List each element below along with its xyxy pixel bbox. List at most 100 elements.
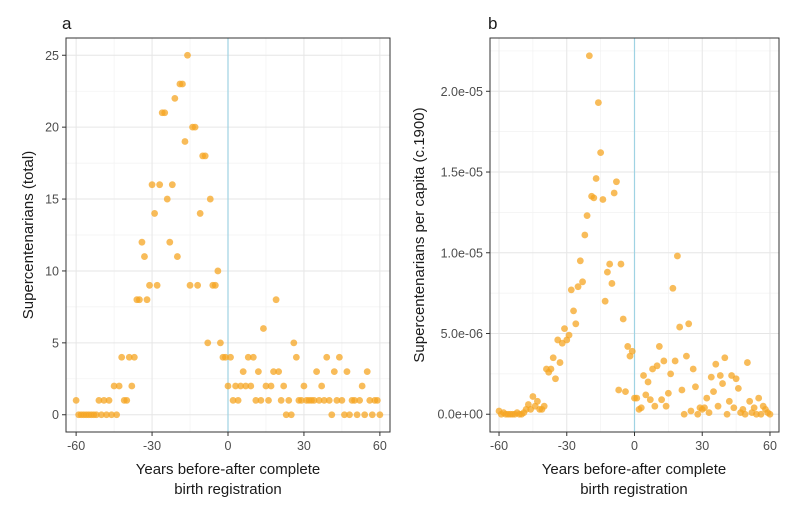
panel-b-x-tick-label: -30: [558, 439, 576, 453]
panel-a-data-point: [214, 267, 222, 275]
panel-a-data-point: [113, 411, 121, 419]
panel-a-data-point: [267, 382, 275, 390]
panel-b-data-point: [549, 354, 557, 362]
panel-a-data-point: [186, 281, 194, 289]
panel-a-data-point: [298, 396, 305, 404]
panel-b-data-point: [723, 410, 731, 418]
panel-a-y-tick-label: 15: [45, 193, 59, 207]
panel-a-y-tick-label: 10: [45, 264, 59, 278]
panel-b-data-point: [664, 389, 672, 397]
panel-b-data-point: [669, 284, 677, 292]
panel-a-data-point: [211, 281, 219, 289]
panel-a-data-point: [222, 353, 229, 361]
panel-b-data-point: [658, 396, 665, 404]
panel-b-data-point: [701, 404, 708, 412]
panel-b-data-point: [576, 257, 584, 265]
panel-b-data-point: [529, 393, 537, 400]
panel-b-data-point: [707, 373, 715, 381]
panel-b-data-point: [606, 260, 614, 268]
panel-b-data-point: [547, 365, 555, 373]
panel-a-data-point: [115, 382, 123, 390]
panel-b-data-point: [705, 409, 713, 417]
panel-a-data-point: [335, 353, 343, 361]
panel-b-data-point: [633, 394, 641, 402]
panel-b-data-point: [622, 388, 629, 396]
panel-a-data-point: [191, 123, 199, 131]
panel-b-label: b: [488, 14, 497, 33]
panel-a-data-point: [356, 396, 364, 404]
panel-a-data-point: [325, 396, 333, 404]
panel-a-data-point: [310, 396, 318, 404]
panel-a-data-point: [313, 368, 320, 376]
panel-b-data-point: [590, 194, 598, 202]
panel-a-data-point: [136, 296, 143, 304]
panel-b-data-point: [601, 297, 609, 305]
panel-a-data-point: [232, 382, 239, 390]
panel-a-data-point: [229, 396, 237, 404]
panel-b-data-point: [725, 397, 733, 405]
panel-a-data-point: [179, 80, 186, 88]
panel-b-data-point: [741, 410, 749, 418]
panel-a-x-tick-label: 60: [373, 439, 387, 453]
panel-b-data-point: [750, 404, 758, 412]
panel-b-x-tick-label: 60: [763, 439, 777, 453]
panel-b-y-tick-label: 1.5e-05: [441, 166, 483, 180]
panel-a-data-point: [338, 396, 346, 404]
panel-a-y-ticks: 0 5 10 15 20 25: [45, 49, 66, 422]
panel-b-data-point: [721, 354, 729, 362]
panel-b-data-point: [644, 378, 652, 386]
panel-a-data-point: [95, 396, 103, 404]
panel-b-data-point: [613, 178, 620, 186]
panel-a-data-point: [138, 238, 146, 246]
panel-a-data-point: [227, 353, 234, 361]
panel-a-y-tick-label: 5: [52, 336, 59, 350]
panel-b-data-point: [646, 396, 654, 404]
panel-b-data-point: [637, 404, 645, 412]
panel-a-data-point: [290, 339, 298, 347]
panel-a-data-point: [328, 411, 336, 419]
panel-a-data-point: [103, 411, 110, 419]
panel-b-data-point: [653, 362, 661, 370]
panel-a-data-point: [98, 411, 105, 419]
panel-a-data-point: [292, 353, 300, 361]
panel-b-points: [495, 52, 774, 418]
panel-b-data-point: [710, 388, 717, 396]
panel-a-data-point: [123, 396, 131, 404]
panel-a-data-point: [110, 382, 118, 390]
panel-b-y-ticks: 0.0e+00 5.0e-06 1.0e-05 1.5e-05 2.0e-05: [437, 85, 490, 422]
panel-b-y-tick-label: 5.0e-06: [441, 327, 483, 341]
panel-b-data-point: [732, 375, 740, 383]
panel-b-data-point: [565, 331, 573, 339]
panel-a-data-point: [234, 396, 242, 404]
panel-a-data-point: [194, 281, 202, 289]
panel-a-data-point: [224, 382, 232, 390]
panel-b-x-tick-label: 30: [695, 439, 709, 453]
panel-a-data-point: [108, 411, 115, 419]
panel-b-data-point: [678, 386, 686, 394]
panel-b-xlabel-line1: Years before-after complete: [542, 461, 727, 478]
panel-a-data-point: [242, 382, 250, 390]
panel-a-y-tick-label: 0: [52, 408, 59, 422]
panel-b-data-point: [689, 365, 697, 373]
panel-a-data-point: [358, 382, 366, 390]
panel-a-data-point: [280, 382, 288, 390]
panel-a-data-point: [204, 339, 212, 347]
panel-a-data-point: [265, 396, 272, 404]
panel-a-data-point: [346, 411, 353, 419]
panel-b-data-point: [608, 280, 616, 287]
panel-b-x-ticks: -60 -30 0 30 60: [490, 432, 777, 453]
panel-a-data-point: [249, 353, 257, 361]
panel-b-data-point: [561, 325, 568, 333]
panel-b-data-point: [716, 372, 724, 379]
panel-b-data-point: [746, 397, 754, 405]
panel-b-data-point: [579, 278, 586, 286]
panel-a-data-point: [285, 396, 293, 404]
panel-a-data-point: [252, 396, 260, 404]
panel-b-data-point: [567, 286, 575, 294]
panel-b-x-tick-label: 0: [631, 439, 638, 453]
panel-b-data-point: [599, 196, 607, 203]
panel-a-data-point: [287, 411, 295, 419]
panel-a-data-point: [128, 382, 136, 390]
panel-a: a -60 -30 0 30 60 0 5 10 15 20 25 Supercentenaria…: [20, 14, 391, 498]
